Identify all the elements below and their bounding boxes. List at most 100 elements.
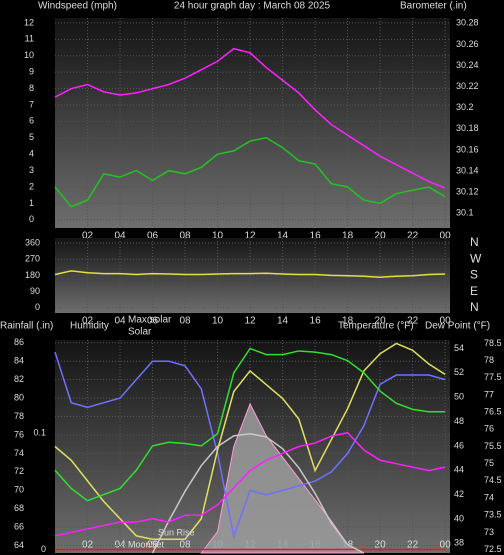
y-tick-label: 77.5 — [484, 372, 502, 382]
y-tick-label: 46 — [454, 440, 464, 450]
y-tick-label: 8 — [29, 83, 34, 93]
y-tick-label: 38 — [454, 538, 464, 548]
y-tick-label: 74 — [484, 492, 494, 502]
y-tick-label: 0 — [29, 214, 34, 224]
y-tick-label: 80 — [14, 392, 24, 402]
y-tick-label: N — [470, 235, 479, 249]
y-tick-label: 12 — [24, 17, 34, 27]
y-tick-label: 72.5 — [484, 544, 502, 554]
y-tick-label: 30.2 — [456, 102, 474, 112]
y-tick-label: 30.24 — [456, 60, 479, 70]
x-tick-label: 20 — [375, 540, 387, 551]
y-tick-label: 30.22 — [456, 81, 479, 91]
y-tick-label: W — [470, 251, 482, 265]
x-tick-label: 10 — [212, 316, 224, 327]
y-tick-label: 72 — [14, 466, 24, 476]
y-tick-label: 30.18 — [456, 123, 479, 133]
y-tick-label: 75 — [484, 458, 494, 468]
y-tick-label: 42 — [454, 489, 464, 499]
x-tick-label: 00 — [440, 231, 452, 242]
series-line — [54, 270, 446, 278]
x-tick-label: 04 — [114, 540, 126, 551]
x-tick-label: 16 — [310, 231, 322, 242]
x-tick-label: 22 — [407, 316, 419, 327]
y-tick-label: 54 — [454, 343, 464, 353]
y-tick-label: 360 — [25, 237, 40, 247]
x-tick-label: 08 — [179, 316, 191, 327]
y-tick-label: 75.5 — [484, 441, 502, 451]
y-tick-label: 7 — [29, 99, 34, 109]
x-tick-label: 20 — [375, 231, 387, 242]
y-tick-label: 84 — [14, 356, 24, 366]
y-tick-label: 73 — [484, 527, 494, 537]
x-tick-label: 02 — [82, 316, 94, 327]
series-line — [54, 342, 446, 541]
y-tick-label: 76 — [14, 429, 24, 439]
y-tick-label: 78.5 — [484, 338, 502, 348]
x-tick-label: 12 — [244, 316, 256, 327]
series-line — [54, 136, 446, 208]
series-line — [54, 351, 446, 540]
legend-entry: Barometer (.in) — [400, 1, 467, 12]
y-tick-label: 30.12 — [456, 186, 479, 196]
x-tick-label: 14 — [277, 231, 289, 242]
y-tick-label: 3 — [29, 165, 34, 175]
legend-entry: Temperature (°F) — [338, 321, 414, 332]
x-tick-label: 10 — [212, 231, 224, 242]
y-tick-label: 77 — [484, 389, 494, 399]
y-tick-label: N — [470, 300, 479, 314]
y-tick-label: 74 — [14, 448, 24, 458]
series-line — [151, 432, 365, 554]
x-tick-label: 08 — [179, 231, 191, 242]
y-tick-label: 4 — [29, 149, 34, 159]
x-tick-label: 02 — [82, 231, 94, 242]
y-tick-label: 66 — [14, 522, 24, 532]
series-line — [54, 47, 446, 189]
legend-entry: Rainfall (.in) — [0, 321, 53, 332]
y-tick-label: 2 — [29, 181, 34, 191]
y-tick-label: 40 — [454, 513, 464, 523]
y-tick-label: 86 — [14, 337, 24, 347]
y-tick-label: E — [470, 284, 478, 298]
legend-entry: Humidity — [70, 321, 109, 332]
x-tick-label: 18 — [342, 316, 354, 327]
y-tick-label: 0 — [41, 544, 46, 554]
y-tick-label: 30.14 — [456, 165, 479, 175]
y-tick-label: 44 — [454, 465, 464, 475]
y-tick-label: 90 — [30, 286, 40, 296]
legend-entry: Max solar — [128, 315, 172, 326]
y-tick-label: 76.5 — [484, 407, 502, 417]
series-line — [54, 431, 446, 537]
x-tick-label: 04 — [114, 231, 126, 242]
y-tick-label: 70 — [14, 485, 24, 495]
x-tick-label: 18 — [342, 231, 354, 242]
x-tick-label: 08 — [179, 540, 191, 551]
legend-entry: Windspeed (mph) — [38, 1, 117, 12]
y-tick-label: 10 — [24, 50, 34, 60]
y-tick-label: 0.1 — [33, 427, 46, 437]
y-tick-label: 48 — [454, 416, 464, 426]
y-tick-label: 76 — [484, 424, 494, 434]
y-tick-label: 0 — [35, 302, 40, 312]
plot-area — [55, 238, 450, 313]
x-tick-label: 16 — [310, 316, 322, 327]
series-line — [54, 347, 446, 502]
x-tick-label: 04 — [114, 316, 126, 327]
x-tick-label: 22 — [407, 231, 419, 242]
y-tick-label: 30.1 — [456, 208, 474, 218]
annotation: Sun Rise — [158, 527, 195, 537]
y-tick-label: 5 — [29, 132, 34, 142]
y-tick-label: 30.16 — [456, 144, 479, 154]
y-tick-label: 9 — [29, 67, 34, 77]
y-tick-label: 78 — [484, 355, 494, 365]
legend-entry: Solar — [128, 327, 152, 338]
y-tick-label: 74.5 — [484, 475, 502, 485]
x-tick-label: 02 — [82, 540, 94, 551]
x-tick-label: 12 — [244, 231, 256, 242]
y-tick-label: 78 — [14, 411, 24, 421]
chart-title: 24 hour graph day : March 08 2025 — [174, 1, 331, 12]
y-tick-label: 30.28 — [456, 18, 479, 28]
y-tick-label: 68 — [14, 503, 24, 513]
